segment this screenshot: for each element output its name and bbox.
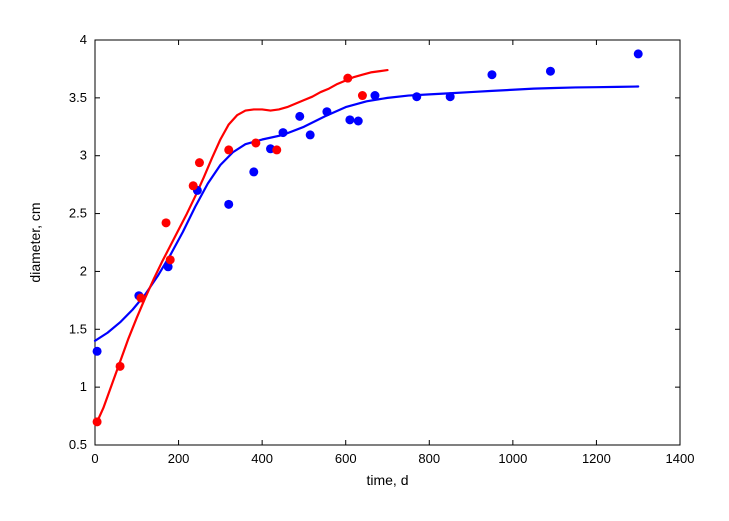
y-tick-label: 3.5: [69, 90, 87, 105]
x-tick-label: 1200: [582, 451, 611, 466]
point-blue: [370, 91, 379, 100]
point-blue: [306, 130, 315, 139]
y-tick-label: 4: [80, 32, 87, 47]
point-red: [272, 145, 281, 154]
x-tick-label: 400: [251, 451, 273, 466]
x-tick-label: 800: [418, 451, 440, 466]
point-red: [195, 158, 204, 167]
y-tick-label: 1.5: [69, 321, 87, 336]
point-red: [116, 362, 125, 371]
point-blue: [279, 128, 288, 137]
point-red: [162, 218, 171, 227]
y-tick-label: 2: [80, 263, 87, 278]
point-blue: [546, 67, 555, 76]
point-blue: [322, 107, 331, 116]
y-tick-label: 1: [80, 379, 87, 394]
x-axis-label: time, d: [366, 472, 408, 488]
point-blue: [354, 117, 363, 126]
point-red: [251, 138, 260, 147]
y-tick-label: 2.5: [69, 206, 87, 221]
y-tick-label: 3: [80, 148, 87, 163]
plot-box: [95, 40, 680, 445]
point-red: [166, 255, 175, 264]
point-blue: [224, 200, 233, 209]
point-red: [358, 91, 367, 100]
curve-red: [97, 70, 387, 422]
growth-chart: 0 200 400 600 800 1000 1200 1400 0.5 1 1.5 2 2.5 3 3.5…: [0, 0, 729, 521]
x-tick-label: 1400: [666, 451, 695, 466]
point-red: [189, 181, 198, 190]
point-blue: [446, 92, 455, 101]
point-red: [136, 294, 145, 303]
point-blue: [249, 167, 258, 176]
point-blue: [345, 115, 354, 124]
curve-blue: [95, 87, 638, 341]
y-tick-label: 0.5: [69, 437, 87, 452]
point-red: [93, 417, 102, 426]
x-tick-label: 600: [335, 451, 357, 466]
point-blue: [412, 92, 421, 101]
point-blue: [634, 49, 643, 58]
x-tick-label: 1000: [498, 451, 527, 466]
chart-svg: 0 200 400 600 800 1000 1200 1400 0.5 1 1.5 2 2.5 3 3.5…: [0, 0, 729, 521]
point-blue: [93, 347, 102, 356]
y-axis-label: diameter, cm: [27, 202, 43, 282]
point-blue: [487, 70, 496, 79]
point-red: [343, 74, 352, 83]
x-tick-label: 0: [91, 451, 98, 466]
point-blue: [295, 112, 304, 121]
x-tick-label: 200: [168, 451, 190, 466]
point-red: [224, 145, 233, 154]
